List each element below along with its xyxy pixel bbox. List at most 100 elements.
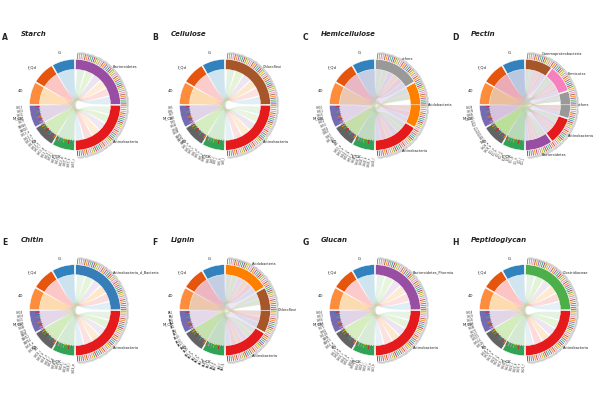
Text: GH5_k: GH5_k — [217, 156, 221, 165]
Text: GH16_e: GH16_e — [343, 354, 352, 366]
Text: C: C — [302, 33, 308, 42]
Polygon shape — [208, 69, 235, 140]
Text: AA14: AA14 — [180, 343, 188, 351]
Text: 6D: 6D — [482, 140, 487, 144]
Text: Pectin: Pectin — [470, 31, 495, 37]
Text: GH13_h: GH13_h — [40, 147, 49, 158]
Polygon shape — [208, 317, 255, 346]
Text: GH24: GH24 — [467, 318, 475, 323]
Polygon shape — [344, 314, 409, 341]
Text: GH46: GH46 — [469, 325, 476, 331]
Polygon shape — [190, 293, 260, 316]
Text: others: others — [402, 57, 413, 61]
Wedge shape — [179, 311, 194, 332]
Text: GH23: GH23 — [466, 315, 474, 319]
Polygon shape — [508, 312, 560, 346]
Text: AA2_b: AA2_b — [194, 354, 202, 364]
Wedge shape — [36, 328, 57, 349]
Polygon shape — [340, 280, 400, 327]
Text: CE4: CE4 — [34, 346, 40, 352]
Text: CE12: CE12 — [480, 138, 488, 145]
Text: M_CK: M_CK — [163, 117, 173, 120]
Polygon shape — [44, 109, 109, 135]
Polygon shape — [340, 69, 410, 140]
Polygon shape — [208, 69, 260, 105]
Text: GH54: GH54 — [321, 126, 329, 133]
Polygon shape — [490, 105, 556, 126]
Wedge shape — [526, 265, 571, 310]
Text: 6D: 6D — [332, 346, 337, 350]
Polygon shape — [508, 69, 559, 100]
Wedge shape — [376, 265, 421, 310]
Text: PL1_a: PL1_a — [488, 145, 496, 154]
Text: Bacteroidetes: Bacteroidetes — [113, 65, 137, 69]
Wedge shape — [503, 59, 524, 74]
Text: GH25_d: GH25_d — [512, 361, 518, 372]
Polygon shape — [208, 106, 260, 140]
Text: CE1: CE1 — [331, 138, 338, 144]
Text: GH46: GH46 — [19, 325, 26, 331]
Wedge shape — [526, 311, 571, 356]
Text: Lignin: Lignin — [170, 237, 195, 242]
Text: PL1_i: PL1_i — [517, 156, 521, 164]
Text: 4D: 4D — [18, 89, 23, 93]
Text: E_CK: E_CK — [501, 359, 511, 364]
Polygon shape — [194, 109, 259, 135]
Text: GH7: GH7 — [168, 112, 175, 117]
Text: PL1_g: PL1_g — [509, 155, 515, 163]
Text: GH5_f: GH5_f — [198, 151, 205, 160]
Polygon shape — [490, 71, 539, 104]
Polygon shape — [358, 275, 383, 346]
Text: AA5: AA5 — [170, 325, 176, 330]
Text: f_Qd: f_Qd — [28, 271, 37, 275]
Wedge shape — [353, 59, 374, 74]
Text: 4D: 4D — [168, 295, 173, 298]
Text: GH28_b: GH28_b — [483, 143, 493, 153]
Polygon shape — [494, 280, 542, 344]
Text: PL1_f: PL1_f — [505, 154, 511, 161]
Wedge shape — [546, 116, 568, 141]
Text: GH18_h: GH18_h — [50, 358, 58, 369]
Polygon shape — [508, 77, 549, 140]
Polygon shape — [344, 74, 386, 140]
Text: GH128: GH128 — [320, 331, 329, 339]
Wedge shape — [256, 288, 271, 310]
Wedge shape — [76, 311, 121, 356]
Wedge shape — [479, 311, 494, 332]
Text: GH18_a: GH18_a — [480, 346, 490, 356]
Text: Peptidoglycan: Peptidoglycan — [470, 237, 527, 243]
Text: GH88: GH88 — [467, 112, 475, 118]
Text: GH5_d: GH5_d — [190, 147, 199, 156]
Polygon shape — [190, 105, 255, 130]
Polygon shape — [40, 105, 105, 130]
Text: AA4: AA4 — [169, 321, 175, 327]
Text: F: F — [152, 238, 158, 247]
Wedge shape — [376, 123, 414, 150]
Text: GH78: GH78 — [466, 109, 474, 114]
Text: GH25_a: GH25_a — [500, 358, 508, 369]
Text: Chloroflexi: Chloroflexi — [278, 308, 298, 312]
Text: GH71: GH71 — [319, 325, 326, 331]
Text: GH17: GH17 — [316, 315, 324, 319]
Polygon shape — [208, 294, 259, 346]
Polygon shape — [490, 69, 560, 140]
Text: PL1_c: PL1_c — [494, 149, 502, 158]
Text: GH18_d: GH18_d — [36, 351, 46, 361]
Polygon shape — [44, 314, 109, 341]
Text: GH51: GH51 — [319, 120, 326, 125]
Text: GH5_g: GH5_g — [201, 152, 208, 162]
Text: AA3_d: AA3_d — [209, 360, 215, 369]
Polygon shape — [58, 275, 110, 310]
Wedge shape — [186, 328, 207, 349]
Wedge shape — [53, 265, 74, 279]
Text: GH8: GH8 — [169, 116, 175, 121]
Text: f_Qd: f_Qd — [178, 271, 187, 275]
Polygon shape — [494, 314, 559, 341]
Polygon shape — [40, 311, 105, 335]
Wedge shape — [526, 59, 551, 76]
Text: GH25_f: GH25_f — [521, 362, 525, 371]
Wedge shape — [406, 83, 421, 105]
Wedge shape — [53, 136, 74, 150]
Wedge shape — [226, 105, 271, 150]
Text: 6D: 6D — [482, 346, 487, 350]
